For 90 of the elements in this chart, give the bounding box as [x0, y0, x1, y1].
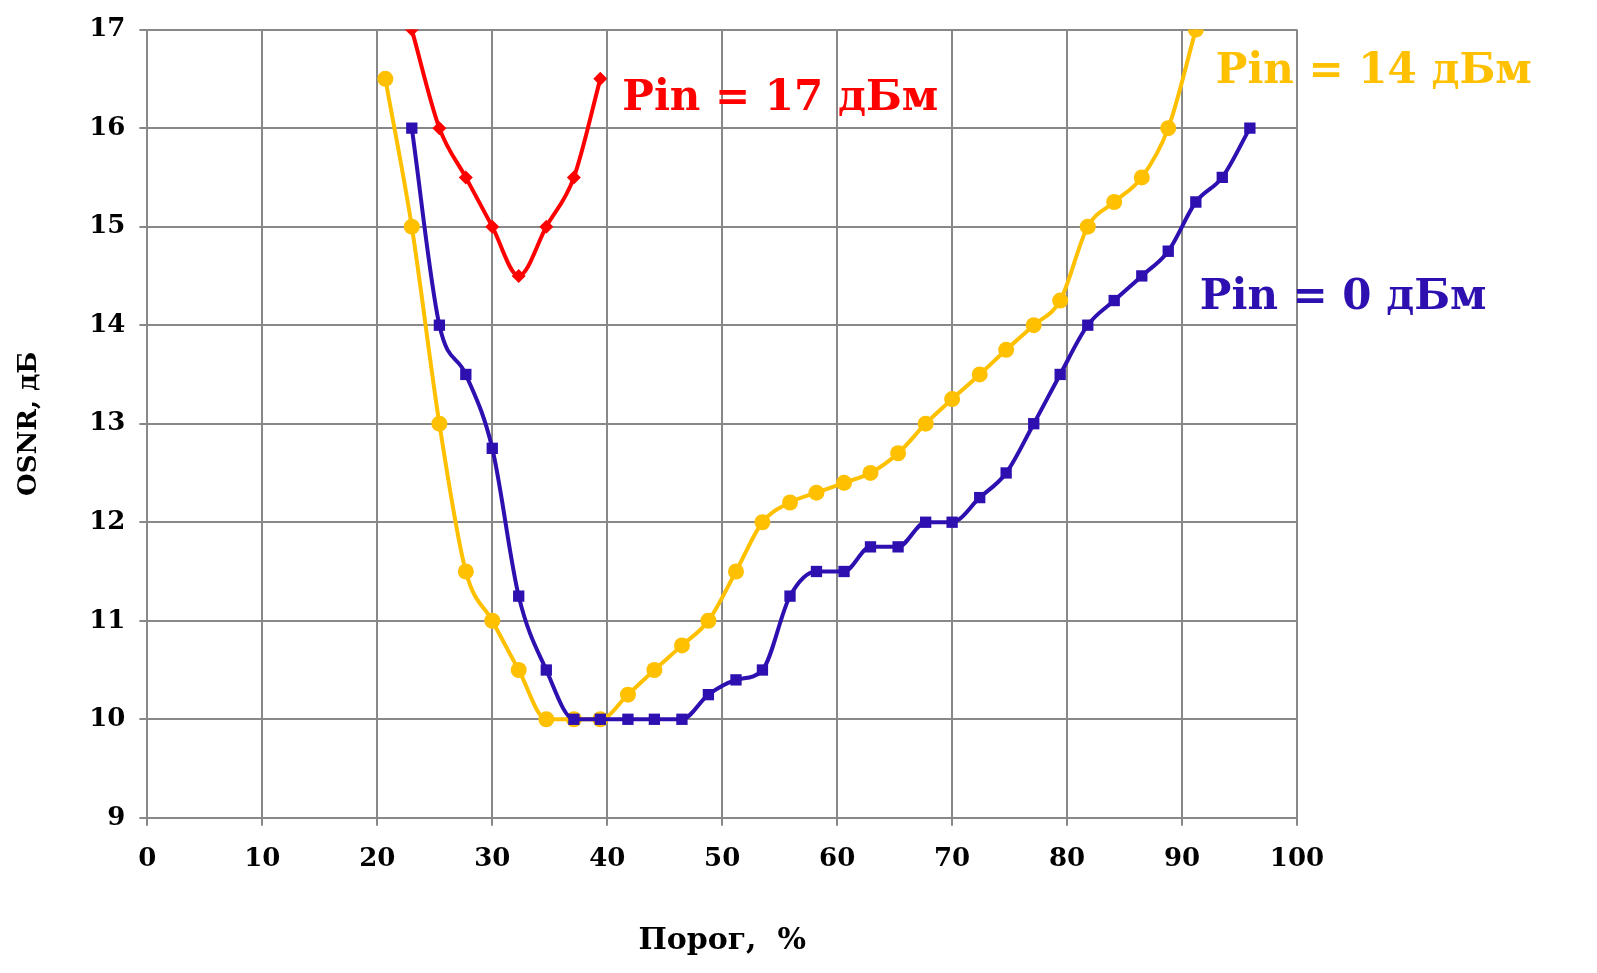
point — [458, 170, 473, 185]
point — [511, 268, 526, 283]
point — [433, 319, 446, 331]
y-tick-label: 15 — [89, 209, 126, 240]
point — [406, 122, 418, 134]
point — [1054, 368, 1066, 381]
point — [460, 368, 472, 381]
point — [622, 713, 634, 725]
point — [1244, 122, 1256, 134]
point — [673, 637, 690, 654]
x-tick-label: 20 — [359, 842, 396, 873]
y-tick-label: 10 — [89, 702, 126, 733]
point — [862, 464, 879, 481]
point — [700, 612, 717, 629]
point — [730, 674, 742, 686]
x-tick-label: 30 — [474, 842, 511, 873]
point — [1160, 120, 1177, 137]
y-tick-label: 9 — [107, 800, 126, 831]
point — [944, 391, 961, 408]
point — [485, 219, 500, 234]
point — [540, 664, 552, 676]
point — [917, 415, 934, 432]
series-label: Pin = 0 дБм — [1199, 270, 1487, 320]
point — [513, 590, 525, 602]
point — [431, 415, 448, 432]
point — [619, 686, 636, 703]
x-tick-label: 0 — [138, 842, 157, 873]
point — [946, 516, 958, 528]
point — [648, 713, 661, 725]
point — [593, 71, 608, 86]
point — [754, 514, 771, 531]
point — [784, 590, 796, 602]
y-tick-label: 16 — [89, 110, 126, 141]
point — [810, 565, 823, 578]
point — [1000, 467, 1012, 479]
point — [702, 688, 715, 701]
point — [377, 70, 394, 87]
point — [646, 662, 663, 679]
point — [756, 664, 769, 676]
x-tick-label: 50 — [704, 842, 741, 873]
series-label: Pin = 17 дБм — [622, 70, 939, 120]
point — [836, 474, 853, 491]
y-tick-label: 13 — [89, 406, 126, 437]
point — [1108, 294, 1120, 307]
y-tick-label: 14 — [89, 307, 126, 338]
x-axis-title: Порог, % — [638, 920, 806, 956]
x-tick-label: 90 — [1163, 842, 1201, 873]
x-tick-label: 40 — [589, 842, 626, 873]
point — [1190, 196, 1202, 208]
point — [539, 219, 554, 234]
point — [920, 516, 932, 528]
x-tick-label: 10 — [244, 842, 281, 873]
point — [1133, 169, 1150, 186]
point — [566, 170, 581, 185]
point — [892, 541, 904, 553]
point — [432, 121, 447, 136]
point — [676, 713, 688, 725]
point — [510, 662, 527, 679]
point — [1136, 270, 1148, 282]
y-tick-label: 12 — [89, 504, 126, 535]
x-tick-label: 100 — [1269, 842, 1325, 873]
point — [1106, 194, 1123, 211]
point — [808, 484, 825, 501]
point — [1162, 245, 1174, 257]
point — [1028, 418, 1040, 430]
point — [457, 563, 474, 580]
point — [403, 218, 420, 235]
point — [1052, 292, 1069, 309]
point — [864, 541, 877, 553]
point — [727, 563, 744, 580]
point — [1082, 319, 1094, 331]
series-label: Pin = 14 дБм — [1215, 43, 1532, 93]
point — [1216, 171, 1228, 184]
point — [890, 445, 907, 462]
point — [838, 565, 850, 578]
point — [1025, 317, 1042, 334]
y-axis-title: OSNR, дБ — [12, 351, 43, 496]
point — [484, 612, 501, 629]
point — [538, 711, 555, 728]
y-tick-label: 11 — [89, 603, 126, 634]
point — [974, 491, 986, 504]
x-tick-label: 70 — [934, 842, 971, 873]
point — [998, 341, 1015, 358]
point — [1079, 218, 1096, 235]
point — [782, 494, 799, 511]
x-tick-label: 80 — [1048, 842, 1086, 873]
point — [971, 366, 988, 383]
x-tick-label: 60 — [819, 842, 856, 873]
y-tick-label: 17 — [89, 12, 126, 43]
point — [486, 442, 498, 454]
